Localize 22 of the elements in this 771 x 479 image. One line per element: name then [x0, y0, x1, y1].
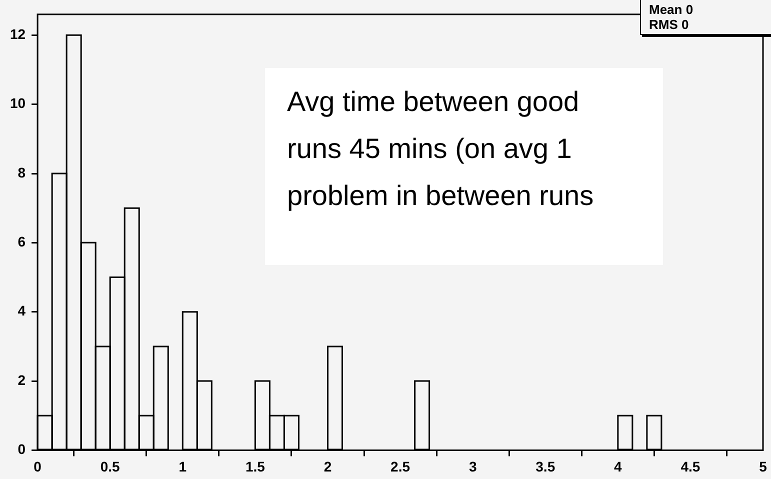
x-tick-label: 5: [759, 458, 768, 474]
x-tick-label: 1: [178, 458, 187, 474]
annotation: Mean 0: [649, 2, 694, 17]
x-tick-label: 1.5: [245, 458, 266, 474]
x-tick-label: 4: [614, 458, 622, 474]
y-tick-label: 8: [18, 164, 26, 180]
stats-box: Mean 0 RMS 0: [640, 0, 771, 35]
y-tick-label: 10: [10, 95, 26, 112]
x-tick-label: 0.5: [100, 458, 120, 474]
x-tick-label: 4.5: [680, 458, 700, 474]
x-tick-label: 2.5: [390, 458, 410, 474]
y-tick-label: 12: [10, 26, 26, 42]
text-box: Avg time between good runs 45 mins (on avg 1 problem in between runs: [265, 68, 663, 265]
x-tick-label: 3.5: [536, 458, 556, 474]
x-tick-label: 3: [468, 458, 477, 474]
y-tick-label: 0: [18, 441, 26, 458]
y-tick-label: 6: [18, 234, 26, 250]
y-tick-label: 4: [18, 302, 26, 319]
x-tick-label: 0: [34, 458, 42, 474]
annotation: RMS 0: [649, 17, 690, 32]
y-tick-label: 2: [18, 372, 26, 388]
x-tick-label: 2: [324, 458, 332, 474]
